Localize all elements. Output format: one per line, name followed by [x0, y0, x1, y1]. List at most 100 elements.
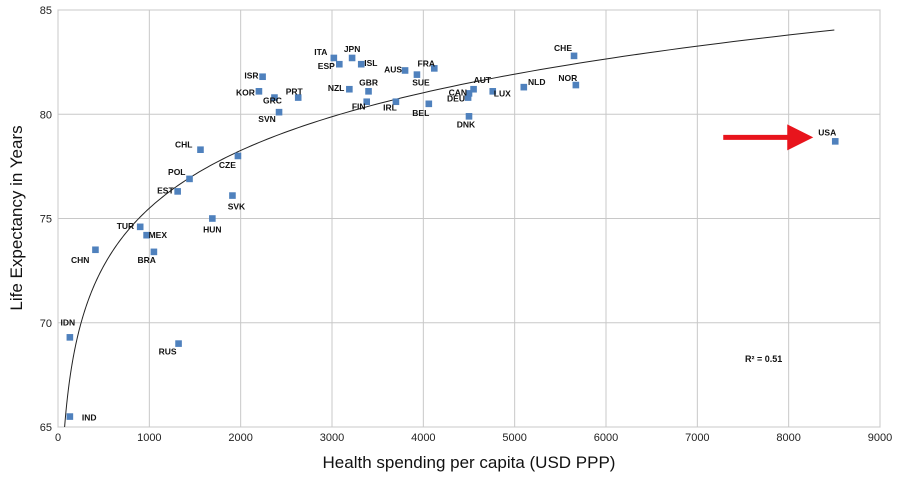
data-point [92, 246, 99, 254]
data-point [348, 54, 356, 62]
data-point [363, 98, 371, 106]
data-point [209, 215, 216, 222]
data-point [271, 94, 278, 101]
point-label: PRT [286, 87, 304, 97]
data-point [150, 248, 158, 256]
y-tick-label: 85 [40, 5, 52, 17]
data-points [66, 52, 839, 420]
data-point [175, 340, 182, 347]
data-point [365, 88, 372, 95]
point-label: IRL [383, 103, 397, 113]
data-point [401, 67, 409, 74]
y-tick-label: 75 [40, 214, 52, 226]
y-axis-title: Life Expectancy in Years [7, 125, 26, 310]
point-label: IND [82, 413, 97, 423]
x-tick-label: 9000 [868, 432, 892, 444]
point-label: SVK [228, 202, 246, 212]
point-label: NZL [328, 83, 345, 93]
data-point [489, 88, 497, 95]
point-label: HUN [203, 225, 221, 235]
point-label: AUS [384, 64, 402, 74]
point-label: CZE [219, 160, 236, 170]
data-point [174, 188, 181, 195]
y-tick-label: 65 [40, 422, 52, 434]
data-point [570, 52, 578, 60]
point-label: MEX [149, 230, 168, 240]
trendline [64, 29, 835, 428]
tick-labels: 0 1000 2000 3000 4000 5000 6000 7000 8000 9000 65 7… [40, 5, 892, 444]
data-point [143, 231, 150, 239]
data-point [275, 108, 283, 116]
data-point [234, 152, 242, 160]
trendline-group [64, 29, 835, 428]
data-point [294, 94, 302, 101]
point-label: CHL [175, 140, 192, 150]
data-point [136, 223, 144, 231]
x-tick-label: 0 [55, 432, 61, 444]
point-label: USA [818, 127, 836, 137]
data-point [259, 73, 266, 81]
data-point [229, 192, 236, 199]
point-label: KOR [236, 87, 255, 97]
data-point [465, 90, 473, 97]
point-label: CHN [71, 255, 89, 265]
data-point [464, 94, 472, 101]
data-point [197, 146, 204, 153]
data-point [186, 175, 193, 183]
point-label: CAN [449, 88, 467, 98]
data-point [66, 334, 74, 341]
point-label: ISL [364, 58, 377, 68]
point-label: ESP [318, 61, 335, 71]
point-label: DEU [447, 93, 465, 103]
x-tick-label: 8000 [776, 432, 800, 444]
data-point [413, 71, 421, 78]
point-label: FRA [418, 58, 435, 68]
x-tick-label: 4000 [411, 432, 435, 444]
point-label: BRA [137, 255, 155, 265]
highlight-arrow-head [787, 124, 814, 151]
point-label: GRC [263, 96, 282, 106]
data-point [430, 65, 438, 72]
point-label: FIN [352, 102, 366, 112]
point-label: TUR [117, 221, 134, 231]
x-tick-label: 5000 [502, 432, 526, 444]
data-point [572, 81, 580, 89]
point-label: POL [168, 167, 185, 177]
x-tick-label: 7000 [685, 432, 709, 444]
x-tick-label: 2000 [228, 432, 252, 444]
x-tick-label: 6000 [594, 432, 618, 444]
x-tick-label: 1000 [137, 432, 161, 444]
point-label: DNK [457, 119, 476, 129]
point-label: NLD [528, 77, 545, 87]
point-label: NOR [558, 73, 577, 83]
data-point [346, 85, 353, 93]
data-point [465, 113, 473, 120]
data-point [255, 88, 263, 95]
point-label: CHE [554, 43, 572, 53]
point-labels: IND IDN CHN RUS TUR MEX BRA EST POL CHL HUN SVK CZE K… [61, 43, 837, 423]
point-label: AUT [474, 75, 492, 85]
data-point [330, 54, 338, 62]
point-label: LUX [494, 88, 511, 98]
point-label: EST [157, 185, 174, 195]
data-point [392, 98, 400, 106]
point-label: SVN [258, 114, 275, 124]
data-point [425, 100, 433, 108]
point-label: JPN [344, 44, 361, 54]
x-axis-title: Health spending per capita (USD PPP) [323, 453, 616, 472]
x-tick-label: 3000 [320, 432, 344, 444]
annotations: R² = 0.51 [723, 124, 814, 364]
data-point [336, 60, 343, 68]
gridlines [57, 9, 881, 428]
point-label: RUS [159, 347, 177, 357]
data-point [357, 60, 365, 68]
point-label: SUE [412, 78, 430, 88]
data-point [831, 138, 839, 145]
point-label: IDN [61, 317, 76, 327]
data-point [470, 85, 477, 93]
point-label: GBR [359, 77, 378, 87]
r-squared-label: R² = 0.51 [745, 354, 782, 364]
point-label: ISR [244, 71, 258, 81]
